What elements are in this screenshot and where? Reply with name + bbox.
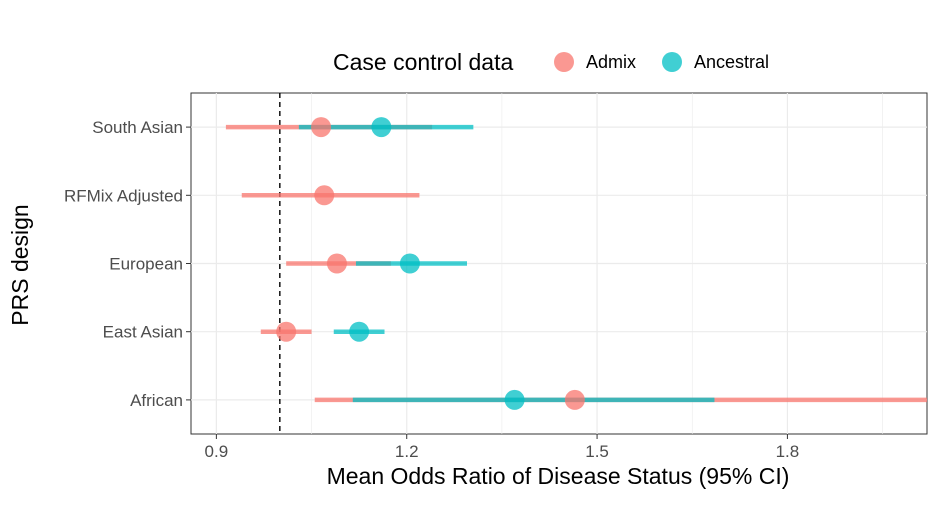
x-axis-ticks: 0.9 1.2 1.5 1.8 [205,434,800,461]
x-tick-label: 1.8 [776,442,800,461]
y-tick-label-european: European [109,255,183,274]
legend-swatch-ancestral [662,52,682,72]
y-tick-label-east-asian: East Asian [103,323,183,342]
y-axis-ticks: South Asian RFMix Adjusted European East As… [64,118,191,410]
y-tick-label-african: African [130,391,183,410]
point-ancestral-african [504,389,525,410]
legend: Case control data Admix Ancestral [333,49,769,75]
x-axis-title: Mean Odds Ratio of Disease Status (95% C… [327,463,790,489]
y-axis-title: PRS design [7,204,33,325]
point-ancestral-south-asian [371,117,392,138]
y-tick-label-rfmix-adjusted: RFMix Adjusted [64,186,183,205]
point-ancestral-european [399,253,420,274]
legend-label-ancestral: Ancestral [694,52,769,72]
point-admix-south-asian [311,117,332,138]
legend-swatch-admix [554,52,574,72]
x-tick-label: 0.9 [205,442,229,461]
point-ancestral-east-asian [349,321,370,342]
point-admix-european [326,253,347,274]
point-estimates [276,117,585,410]
point-admix-rfmix-adjusted [314,185,335,206]
legend-title: Case control data [333,49,513,75]
point-admix-african [564,389,585,410]
x-tick-label: 1.5 [585,442,609,461]
x-tick-label: 1.2 [395,442,419,461]
legend-label-admix: Admix [586,52,636,72]
y-tick-label-south-asian: South Asian [92,118,183,137]
point-admix-east-asian [276,321,297,342]
